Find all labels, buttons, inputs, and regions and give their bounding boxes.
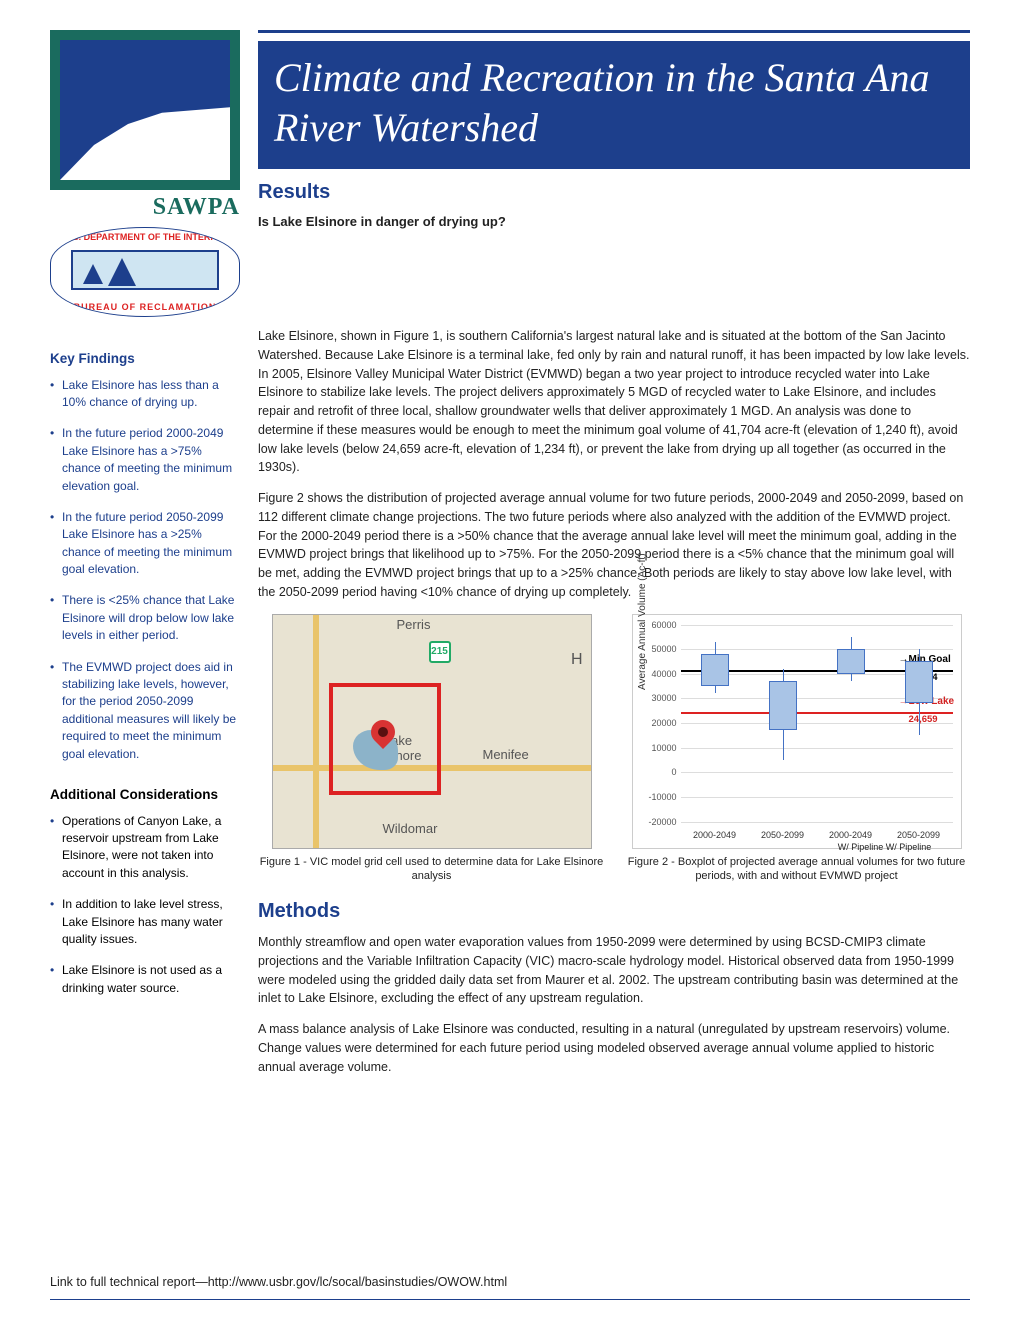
additional-heading: Additional Considerations (50, 785, 240, 805)
list-item: The EVMWD project does aid in stabilizin… (50, 659, 240, 763)
map-label: Perris (397, 617, 431, 632)
lead-question: Is Lake Elsinore in danger of drying up? (258, 214, 970, 229)
key-findings-list: Lake Elsinore has less than a 10% chance… (50, 377, 240, 763)
list-item: In the future period 2000-2049 Lake Elsi… (50, 425, 240, 495)
results-heading: Results (258, 181, 970, 204)
list-item: Lake Elsinore has less than a 10% chance… (50, 377, 240, 412)
sawpa-logo (50, 30, 240, 190)
map-label: Menifee (483, 747, 529, 762)
figure-2-caption: Figure 2 - Boxplot of projected average … (623, 855, 970, 885)
footer-rule (50, 1299, 970, 1300)
list-item: In addition to lake level stress, Lake E… (50, 896, 240, 948)
figure-2-chart: Average Annual Volume (Ac-ft) -20000-100… (632, 614, 962, 849)
paragraph: Figure 2 shows the distribution of proje… (258, 489, 970, 602)
additional-list: Operations of Canyon Lake, a reservoir u… (50, 813, 240, 998)
title-rule (258, 30, 970, 33)
figure-1-caption: Figure 1 - VIC model grid cell used to d… (258, 855, 605, 885)
page-title: Climate and Recreation in the Santa Ana … (258, 41, 970, 169)
footer-link: Link to full technical report—http://www… (50, 1275, 970, 1289)
highway-shield: 215 (429, 641, 451, 663)
map-label: Wildomar (383, 821, 438, 836)
list-item: There is <25% chance that Lake Elsinore … (50, 592, 240, 644)
paragraph: Monthly streamflow and open water evapor… (258, 933, 970, 1008)
list-item: In the future period 2050-2099 Lake Elsi… (50, 509, 240, 579)
paragraph: A mass balance analysis of Lake Elsinore… (258, 1020, 970, 1076)
methods-heading: Methods (258, 900, 970, 923)
list-item: Lake Elsinore is not used as a drinking … (50, 962, 240, 997)
doi-seal: U.S. DEPARTMENT OF THE INTERIOR BUREAU O… (50, 227, 240, 317)
org-name: SAWPA (50, 194, 240, 221)
list-item: Operations of Canyon Lake, a reservoir u… (50, 813, 240, 883)
key-findings-heading: Key Findings (50, 349, 240, 369)
paragraph: Lake Elsinore, shown in Figure 1, is sou… (258, 327, 970, 477)
figure-1-map: 215 Perris H Menifee Lake Elsinore Wildo… (272, 614, 592, 849)
map-label: H (571, 651, 583, 669)
